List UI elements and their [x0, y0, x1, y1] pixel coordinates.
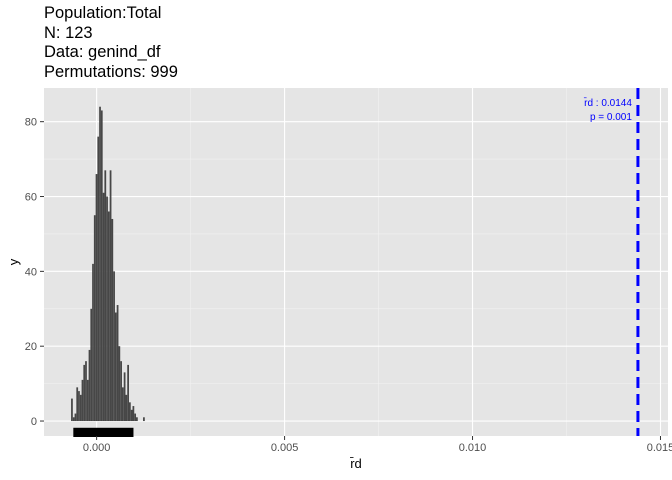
histogram-bar — [127, 364, 129, 422]
histogram-bar — [106, 196, 108, 422]
histogram-bar — [74, 413, 77, 422]
histogram-bar — [120, 361, 122, 422]
title-population: Population:Total — [44, 4, 162, 22]
histogram-bar — [78, 391, 80, 422]
histogram-bar — [81, 379, 84, 422]
histogram-bar — [130, 409, 133, 422]
y-tick-label: 20 — [25, 341, 37, 353]
x-axis: 0.000 0.005 0.010 0.015 — [83, 436, 672, 454]
histogram-bar — [72, 417, 75, 422]
y-tick-label: 60 — [25, 192, 37, 204]
histogram-bar — [107, 211, 110, 422]
histogram-bar — [99, 106, 101, 422]
x-tick-label: 0.015 — [647, 442, 672, 454]
histogram-bar — [136, 417, 138, 422]
observed-stat-label: r̄d : 0.0144 — [583, 96, 632, 109]
histogram-bar — [100, 110, 103, 422]
x-axis-title: r̄d — [350, 456, 362, 471]
histogram-bar — [111, 218, 114, 422]
x-tick-label: 0.005 — [271, 442, 299, 454]
histogram-bar — [97, 136, 100, 422]
histogram-bar — [86, 379, 89, 422]
histogram-bar — [118, 346, 121, 422]
x-tick-label: 0.000 — [83, 442, 111, 454]
histogram-bar — [109, 170, 112, 422]
title-permutations: Permutations: 999 — [44, 62, 178, 81]
histogram-bar — [123, 372, 126, 422]
histogram-bar — [114, 312, 117, 422]
y-tick-label: 40 — [25, 266, 37, 278]
histogram-bar — [71, 398, 73, 422]
grid-minor — [44, 88, 668, 436]
histogram-bar — [93, 215, 96, 422]
histogram-bar — [79, 394, 82, 422]
histogram-bar — [116, 305, 119, 422]
y-tick-label: 80 — [25, 117, 37, 129]
observed-p-label: p = 0.001 — [590, 112, 632, 123]
y-axis-title: y — [6, 258, 21, 265]
histogram-bar — [113, 271, 115, 422]
plot-panel — [44, 88, 668, 436]
title-data: Data: genind_df — [44, 43, 161, 61]
histogram-bar — [83, 364, 86, 422]
observed-label: r̄d : 0.0144 p = 0.001 — [583, 96, 632, 123]
histogram-bar — [90, 308, 93, 422]
histogram-bar — [125, 394, 128, 422]
axis-titles: r̄d y — [6, 258, 362, 471]
histogram-bar — [104, 170, 107, 422]
histogram-bar — [134, 413, 137, 422]
histogram-bar — [132, 406, 135, 422]
histogram-bar — [76, 387, 79, 422]
histogram-bars — [71, 106, 145, 422]
rug-marks — [73, 427, 134, 437]
histogram-bar — [128, 402, 131, 422]
title-n: N: 123 — [44, 23, 93, 42]
y-axis: 0 20 40 60 80 — [25, 117, 44, 428]
histogram-bar — [121, 387, 124, 422]
histogram-bar — [95, 174, 98, 422]
chart-title: Population:Total N: 123 Data: genind_df … — [44, 4, 178, 82]
x-tick-label: 0.010 — [459, 442, 487, 454]
histogram-bar — [88, 349, 91, 422]
histogram-bar — [143, 417, 145, 422]
histogram-bar — [85, 361, 87, 422]
y-tick-label: 0 — [31, 416, 37, 428]
rug-band — [73, 427, 134, 437]
histogram-bar — [102, 192, 105, 422]
histogram-bar — [92, 263, 94, 422]
